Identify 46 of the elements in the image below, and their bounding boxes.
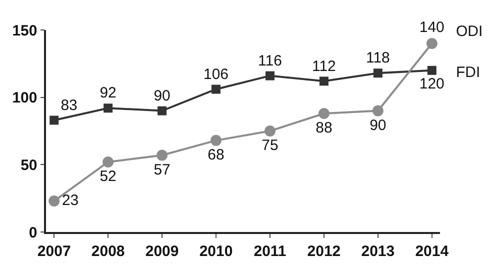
point: [319, 76, 328, 86]
data-label: 88: [316, 120, 332, 137]
y-tick-label: 150: [12, 22, 38, 40]
x-tick-label: 2013: [361, 242, 395, 260]
x-tick-label: 2009: [145, 242, 179, 260]
point: [426, 38, 438, 49]
series-label: ODI: [456, 23, 483, 40]
x-tick-label: 2012: [307, 242, 341, 260]
data-label: 90: [154, 87, 170, 104]
x-tick-label: 2008: [91, 242, 125, 260]
data-label: 140: [419, 18, 444, 36]
point: [210, 134, 222, 146]
point: [373, 68, 382, 78]
point: [50, 116, 59, 125]
point: [48, 196, 60, 207]
data-label: 68: [208, 146, 224, 164]
data-label: 106: [203, 66, 229, 83]
y-tick-label: 50: [20, 156, 38, 174]
point: [158, 106, 167, 116]
point: [212, 84, 221, 94]
data-label: 120: [419, 75, 444, 92]
data-label: 112: [312, 58, 336, 75]
data-label: 118: [366, 50, 390, 67]
point: [156, 150, 168, 161]
series-label: FDI: [456, 64, 480, 81]
y-tick-label: 0: [28, 224, 38, 242]
point: [102, 156, 114, 168]
data-label: 92: [100, 84, 116, 102]
data-label: 52: [100, 168, 116, 186]
data-label: 75: [262, 137, 278, 154]
x-tick-label: 2007: [37, 242, 71, 260]
data-label: 116: [258, 52, 282, 70]
x-tick-label: 2010: [199, 242, 233, 260]
point: [427, 66, 436, 75]
point: [318, 108, 330, 119]
data-label: 90: [370, 116, 386, 134]
point: [265, 71, 274, 80]
y-tick-label: 100: [12, 90, 38, 107]
point: [264, 126, 276, 136]
data-label: 23: [62, 192, 79, 209]
point: [372, 105, 384, 116]
x-tick-label: 2014: [415, 242, 450, 260]
x-tick-label: 2011: [254, 242, 286, 260]
data-label: 57: [154, 161, 170, 178]
point: [104, 104, 113, 113]
data-label: 83: [60, 96, 78, 114]
